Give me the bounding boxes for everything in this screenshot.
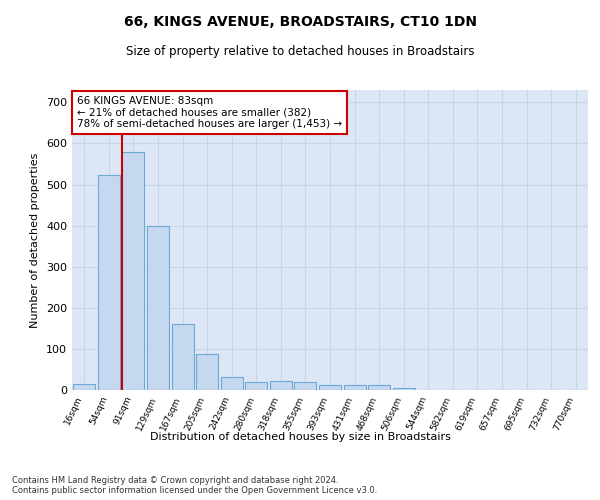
Text: 66 KINGS AVENUE: 83sqm
← 21% of detached houses are smaller (382)
78% of semi-de: 66 KINGS AVENUE: 83sqm ← 21% of detached… — [77, 96, 342, 129]
Bar — [147, 226, 169, 390]
Bar — [172, 324, 194, 390]
Bar — [295, 382, 316, 390]
Bar — [73, 384, 95, 390]
Bar — [122, 152, 145, 390]
Text: Size of property relative to detached houses in Broadstairs: Size of property relative to detached ho… — [126, 45, 474, 58]
Y-axis label: Number of detached properties: Number of detached properties — [31, 152, 40, 328]
Text: 66, KINGS AVENUE, BROADSTAIRS, CT10 1DN: 66, KINGS AVENUE, BROADSTAIRS, CT10 1DN — [124, 15, 476, 29]
Bar — [196, 354, 218, 390]
Text: Distribution of detached houses by size in Broadstairs: Distribution of detached houses by size … — [149, 432, 451, 442]
Bar — [368, 385, 390, 390]
Text: Contains HM Land Registry data © Crown copyright and database right 2024.
Contai: Contains HM Land Registry data © Crown c… — [12, 476, 377, 495]
Bar — [344, 384, 365, 390]
Bar — [319, 386, 341, 390]
Bar — [270, 381, 292, 390]
Bar — [392, 388, 415, 390]
Bar — [98, 176, 120, 390]
Bar — [221, 377, 243, 390]
Bar — [245, 382, 268, 390]
